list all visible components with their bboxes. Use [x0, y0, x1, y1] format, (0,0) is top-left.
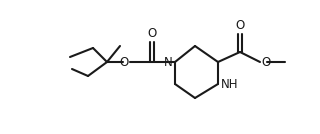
Text: O: O: [236, 19, 244, 32]
Text: O: O: [261, 55, 270, 68]
Text: NH: NH: [221, 77, 238, 90]
Text: N: N: [164, 55, 173, 68]
Text: O: O: [148, 27, 156, 40]
Text: O: O: [120, 55, 129, 68]
